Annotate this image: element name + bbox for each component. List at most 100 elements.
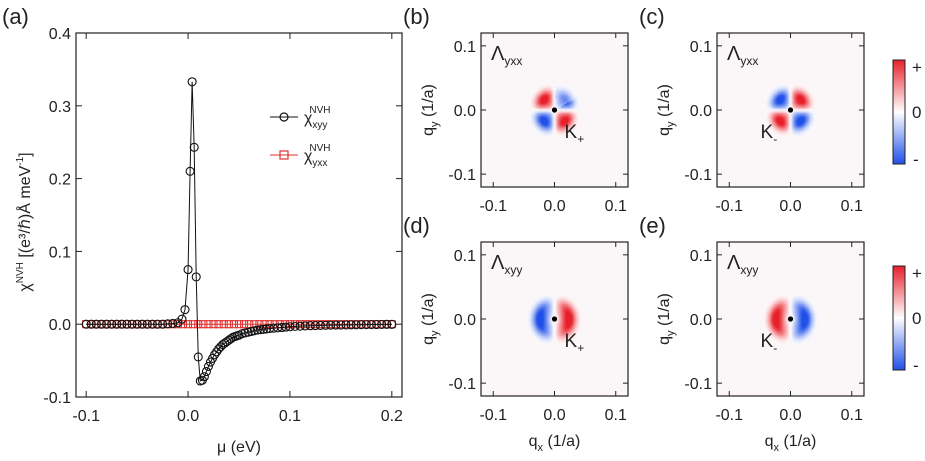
heatmap-cell xyxy=(538,329,541,331)
panel-b-valley: K+ xyxy=(565,122,585,146)
heatmap-cell xyxy=(772,99,774,102)
heatmap-cell xyxy=(574,127,576,130)
heatmap-cell xyxy=(539,333,542,335)
heatmap-cell xyxy=(544,338,547,340)
heatmap-cell xyxy=(773,102,775,104)
heatmap-cell xyxy=(779,317,782,320)
heatmap-cell xyxy=(559,320,562,322)
heatmap-cell xyxy=(558,336,560,339)
heatmap-cell xyxy=(558,334,560,337)
heatmap-cell xyxy=(564,85,566,88)
heatmap-cell xyxy=(795,104,798,107)
heatmap-cell xyxy=(574,104,576,107)
heatmap-cell xyxy=(796,98,799,101)
heatmap-cell xyxy=(545,126,548,129)
heatmap-cell xyxy=(575,113,577,116)
heatmap-cell xyxy=(778,320,780,322)
heatmap-cell xyxy=(550,120,553,122)
heatmap-cell xyxy=(571,110,574,112)
heatmap-cell xyxy=(812,95,815,98)
heatmap-cell xyxy=(545,329,548,331)
heatmap-cell xyxy=(561,84,564,87)
heatmap-cell xyxy=(800,126,802,129)
heatmap-cell xyxy=(561,334,564,337)
heatmap-cell xyxy=(560,327,563,330)
heatmap-cell xyxy=(537,125,539,128)
heatmap-cell xyxy=(808,125,811,128)
panel-a-ytick-label: -0.1 xyxy=(43,390,71,407)
heatmap-cell xyxy=(805,103,807,106)
heatmap-cell xyxy=(784,320,787,322)
heatmap-cell xyxy=(783,326,785,329)
heatmap-cell xyxy=(543,303,546,306)
heatmap-cell xyxy=(772,88,774,90)
heatmap-cell xyxy=(569,94,571,97)
heatmap-cell xyxy=(542,336,544,339)
heatmap-cell xyxy=(561,107,564,110)
heatmap-cell xyxy=(791,89,794,92)
heatmap-cell xyxy=(547,93,549,95)
heatmap-cell xyxy=(799,85,801,88)
heatmap-cell xyxy=(579,311,581,313)
heatmap-cell xyxy=(570,117,573,120)
heatmap-cell xyxy=(536,108,538,111)
heatmap-cell xyxy=(803,103,806,106)
heatmap-cell xyxy=(534,121,537,124)
heatmap-cell xyxy=(547,99,549,102)
heatmap-cell xyxy=(574,99,576,102)
heatmap-cell xyxy=(794,112,796,115)
heatmap-cell xyxy=(580,320,582,322)
heatmap-cell xyxy=(558,324,560,326)
heatmap-cell xyxy=(541,129,543,131)
heatmap-cell xyxy=(567,131,570,134)
heatmap-cell xyxy=(808,129,811,131)
heatmap-cell xyxy=(564,324,566,326)
heatmap-cell xyxy=(534,118,537,121)
heatmap-cell xyxy=(563,329,565,331)
heatmap-cell xyxy=(574,319,576,321)
heatmap-cell xyxy=(775,308,778,311)
heatmap-cell xyxy=(536,118,538,121)
heatmap-cell xyxy=(565,98,568,101)
heatmap-cell xyxy=(554,104,557,107)
heatmap-cell xyxy=(563,116,565,119)
heatmap-cell xyxy=(570,127,573,130)
heatmap-cell xyxy=(545,107,548,110)
heatmap-cell xyxy=(767,107,769,110)
heatmap-cell xyxy=(775,126,778,129)
heatmap-cell xyxy=(539,330,542,333)
heatmap-cell xyxy=(795,94,798,97)
heatmap-cell xyxy=(777,108,779,111)
heatmap-cell xyxy=(567,102,570,104)
heatmap-cell xyxy=(807,103,810,106)
heatmap-cell xyxy=(567,299,570,302)
heatmap-cell xyxy=(553,335,555,338)
heatmap-cell xyxy=(794,84,796,87)
heatmap-cell xyxy=(770,127,773,130)
data-point xyxy=(96,319,107,329)
heatmap-cell xyxy=(554,113,557,116)
heatmap-cell xyxy=(778,306,780,308)
heatmap-cell xyxy=(574,306,576,308)
heatmap-cell xyxy=(550,297,553,299)
heatmap-cell xyxy=(767,313,769,316)
heatmap-cell xyxy=(574,102,576,104)
heatmap-cell xyxy=(576,315,579,317)
heatmap-cell xyxy=(542,84,544,87)
heatmap-cell xyxy=(769,308,772,311)
heatmap-cell xyxy=(772,92,774,94)
heatmap-cell xyxy=(542,131,544,134)
heatmap-cell xyxy=(545,319,548,321)
heatmap-cell xyxy=(775,319,778,321)
heatmap-cell xyxy=(555,304,558,307)
heatmap-cell xyxy=(559,134,562,137)
heatmap-cell xyxy=(534,319,537,321)
heatmap-cell xyxy=(536,310,538,312)
heatmap-cell xyxy=(784,113,787,116)
heatmap-cell xyxy=(569,111,571,113)
heatmap-cell xyxy=(547,316,549,319)
data-point xyxy=(194,320,203,329)
heatmap-cell xyxy=(530,310,532,312)
heatmap-cell xyxy=(566,127,569,130)
heatmap-cell xyxy=(565,325,568,328)
